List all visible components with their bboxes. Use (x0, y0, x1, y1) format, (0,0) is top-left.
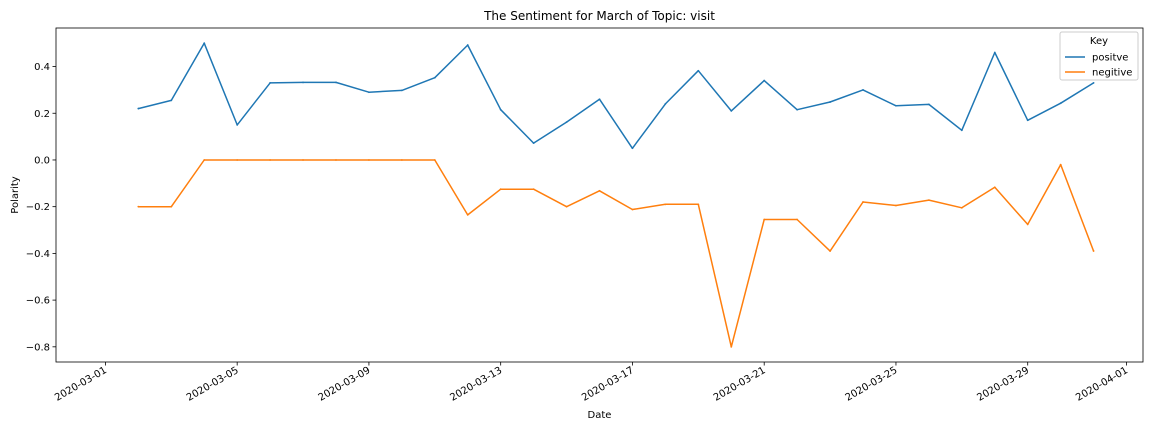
x-axis-title: Date (588, 410, 612, 421)
data-point-positve (499, 108, 502, 111)
legend-label-positve: positve (1092, 53, 1128, 64)
data-point-positve (565, 121, 568, 124)
x-tick-label: 2020-03-05 (185, 365, 241, 404)
y-tick-label: 0.4 (34, 62, 50, 73)
data-point-positve (1059, 102, 1062, 105)
y-tick-label: −0.8 (26, 342, 50, 353)
series-line-negitive (138, 159, 1095, 348)
legend-box (1059, 31, 1139, 81)
data-point-positve (137, 107, 140, 110)
y-axis-title: Polarity (10, 176, 21, 214)
data-point-positve (466, 44, 469, 46)
data-point-positve (1092, 81, 1095, 84)
data-point-positve (203, 42, 206, 45)
data-point-positve (763, 79, 766, 82)
data-point-negitive (697, 203, 700, 206)
data-point-negitive (137, 205, 140, 208)
data-point-negitive (862, 201, 864, 203)
data-point-negitive (598, 189, 601, 192)
data-point-negitive (565, 205, 568, 208)
data-point-negitive (499, 188, 502, 191)
data-point-negitive (368, 159, 370, 161)
data-point-positve (433, 76, 436, 79)
series-line-positve (138, 42, 1094, 150)
data-point-positve (1026, 119, 1029, 122)
data-point-negitive (335, 159, 337, 161)
data-point-positve (368, 91, 370, 94)
plot-area-frame (55, 27, 1144, 363)
data-point-negitive (1026, 223, 1029, 226)
x-tick-label: 2020-04-01 (1074, 365, 1130, 404)
data-point-negitive (269, 159, 272, 161)
data-point-positve (631, 147, 634, 150)
data-point-positve (993, 51, 996, 54)
data-point-negitive (532, 188, 535, 191)
y-tick-label: −0.6 (26, 296, 50, 307)
legend-label-negitive: negitive (1092, 68, 1132, 79)
x-axis: 2020-03-01 2020-03-05 2020-03-09 2020-03-13… (53, 362, 1130, 404)
x-tick-label: 2020-03-01 (53, 365, 109, 404)
data-point-positve (532, 142, 535, 145)
data-point-negitive (302, 159, 304, 161)
data-point-negitive (236, 159, 239, 161)
data-point-positve (730, 110, 733, 112)
data-point-positve (697, 69, 700, 72)
legend: Key positve negitive (1059, 31, 1139, 81)
data-point-positve (302, 81, 304, 84)
data-point-negitive (631, 208, 634, 211)
data-point-positve (400, 89, 403, 92)
data-point-negitive (895, 204, 897, 207)
data-point-negitive (1092, 250, 1095, 252)
x-tick-label: 2020-03-25 (844, 365, 900, 404)
data-point-positve (895, 104, 897, 107)
y-tick-label: 0.0 (34, 155, 50, 166)
data-point-positve (862, 88, 864, 91)
data-point-negitive (400, 159, 403, 161)
data-point-negitive (993, 186, 996, 189)
data-point-negitive (1059, 163, 1062, 166)
x-tick-label: 2020-03-29 (975, 365, 1031, 404)
data-point-positve (664, 103, 667, 105)
series-layer (137, 42, 1095, 348)
data-point-positve (829, 101, 831, 103)
data-point-positve (335, 81, 337, 84)
data-point-positve (927, 103, 930, 106)
data-point-negitive (763, 218, 766, 221)
y-tick-label: −0.4 (26, 249, 50, 260)
legend-title: Key (1090, 36, 1108, 47)
x-tick-label: 2020-03-21 (712, 365, 768, 404)
data-point-positve (598, 98, 601, 101)
y-tick-label: 0.2 (34, 109, 50, 120)
data-point-negitive (203, 159, 206, 161)
data-point-positve (960, 129, 963, 132)
data-point-positve (269, 81, 272, 84)
x-tick-label: 2020-03-17 (580, 365, 636, 404)
x-tick-label: 2020-03-09 (317, 365, 373, 404)
y-axis: 0.4 0.2 0.0 −0.2 −0.4 −0.6 −0.8 (26, 62, 56, 353)
data-point-negitive (170, 205, 173, 208)
data-point-positve (796, 108, 799, 111)
data-point-negitive (796, 218, 799, 221)
data-point-positve (170, 99, 173, 102)
data-point-positve (236, 124, 239, 126)
chart-title: The Sentiment for March of Topic: visit (483, 9, 715, 23)
data-point-negitive (960, 206, 963, 209)
x-tick-label: 2020-03-13 (448, 365, 504, 404)
data-point-negitive (664, 203, 667, 206)
data-point-negitive (730, 345, 733, 348)
data-point-negitive (927, 199, 930, 202)
data-point-negitive (466, 213, 469, 216)
y-tick-label: −0.2 (26, 202, 50, 213)
data-point-negitive (829, 250, 831, 252)
data-point-negitive (433, 159, 436, 161)
